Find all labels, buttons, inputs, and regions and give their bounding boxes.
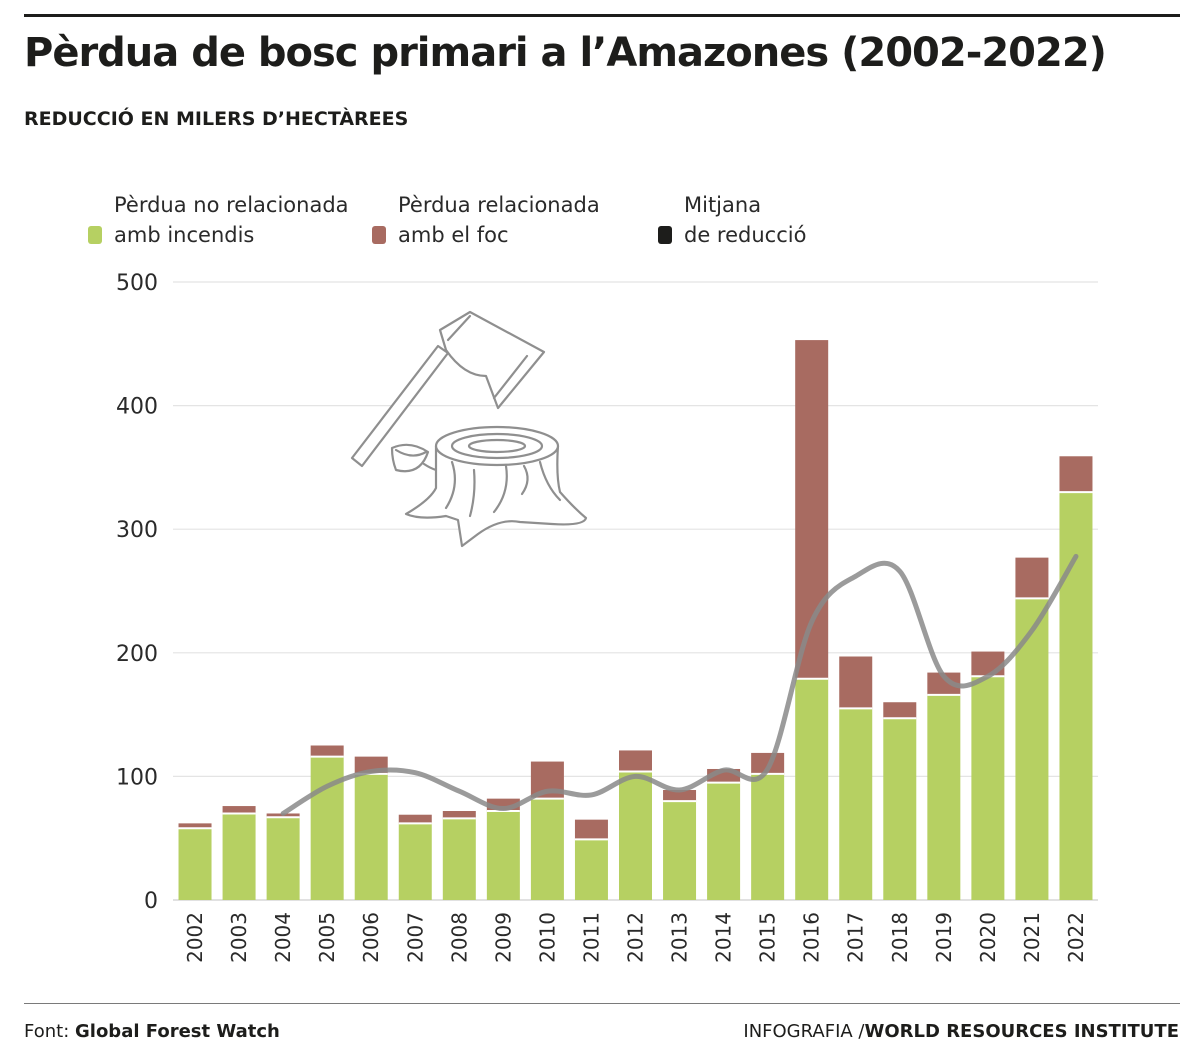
legend-item-average: Mitjana de reducció — [658, 190, 806, 250]
legend-swatch-green — [88, 226, 102, 244]
x-tick-label: 2004 — [271, 912, 295, 963]
bar-no-fire — [707, 782, 741, 900]
bar-no-fire — [839, 708, 873, 900]
x-tick-label: 2006 — [359, 912, 383, 963]
x-tick-label: 2018 — [888, 912, 912, 963]
legend-swatch-red — [372, 226, 386, 244]
bar-no-fire — [663, 801, 697, 900]
bottom-rule — [24, 1003, 1180, 1004]
legend-label-line2: amb el foc — [398, 223, 509, 247]
bar-fire — [619, 750, 652, 772]
x-tick-label: 2020 — [976, 912, 1000, 963]
bar-no-fire — [795, 678, 829, 900]
chart-area: 0 100 200 300 400 500 2002 2003 2004 2005 2006 2007… — [116, 271, 1098, 963]
source-label: Font: — [24, 1021, 70, 1042]
x-tick-label: 2015 — [756, 912, 780, 963]
legend-label-line1: Pèrdua no relacionada — [114, 193, 349, 217]
x-tick-label: 2002 — [183, 912, 207, 963]
x-tick-label: 2003 — [227, 912, 251, 963]
bar-fire — [442, 811, 476, 819]
legend-label-line1: Mitjana — [684, 193, 762, 217]
x-tick-label: 2013 — [668, 912, 692, 963]
axe-and-tree-stump-icon — [350, 310, 588, 548]
bar-no-fire — [310, 756, 344, 900]
bar-no-fire — [574, 839, 608, 900]
x-tick-label: 2016 — [800, 912, 824, 963]
bar-fire — [927, 672, 961, 695]
bar-fire — [883, 702, 917, 719]
bar-no-fire — [971, 676, 1005, 900]
x-tick-label: 2022 — [1064, 912, 1088, 963]
legend-item-fire: Pèrdua relacionada amb el foc — [372, 190, 600, 250]
bar-fire — [839, 656, 873, 709]
x-tick-label: 2011 — [579, 912, 603, 963]
bar-no-fire — [751, 773, 785, 900]
x-tick-label: 2021 — [1020, 912, 1044, 963]
average-line — [280, 553, 1079, 816]
bar-no-fire — [398, 823, 432, 900]
bar-no-fire — [530, 798, 564, 900]
bar-fire — [178, 823, 212, 829]
legend-label-line1: Pèrdua relacionada — [398, 193, 600, 217]
y-tick-label: 200 — [116, 642, 158, 667]
x-tick-label: 2010 — [535, 912, 559, 963]
legend-item-no-fire: Pèrdua no relacionada amb incendis — [88, 190, 349, 250]
y-tick-label: 300 — [116, 518, 158, 543]
x-tick-label: 2012 — [624, 912, 648, 963]
bar-no-fire — [266, 817, 300, 900]
bar-fire — [222, 806, 256, 814]
source-name: Global Forest Watch — [75, 1021, 280, 1042]
y-tick-label: 400 — [116, 395, 158, 420]
bar-no-fire — [883, 718, 917, 900]
bar-fire — [574, 819, 608, 840]
credit-label: INFOGRAFIA / — [743, 1021, 865, 1042]
chart-subtitle: REDUCCIÓ EN MILERS D’HECTÀREES — [24, 108, 409, 130]
bar-no-fire — [178, 828, 212, 900]
bar-no-fire — [927, 694, 961, 900]
chart-title: Pèrdua de bosc primari a l’Amazones (200… — [24, 30, 1107, 76]
label-layer: 0 100 200 300 400 500 2002 2003 2004 2005 2006 2007… — [116, 271, 1088, 963]
bar-fire — [663, 789, 697, 802]
bar-fire — [1015, 557, 1049, 599]
legend-label-line2: amb incendis — [114, 223, 255, 247]
x-tick-label: 2017 — [844, 912, 868, 963]
legend-swatch-black — [658, 226, 672, 244]
line-layer — [280, 553, 1079, 816]
bar-no-fire — [354, 773, 388, 900]
credit-note: INFOGRAFIA /WORLD RESOURCES INSTITUTE — [743, 1021, 1179, 1042]
bar-fire — [971, 651, 1005, 677]
y-tick-label: 0 — [144, 889, 158, 914]
y-tick-label: 500 — [116, 271, 158, 296]
bar-no-fire — [486, 811, 520, 900]
legend-label-line2: de reducció — [684, 223, 807, 247]
bar-no-fire — [442, 818, 476, 900]
bar-no-fire — [222, 813, 256, 900]
x-tick-label: 2009 — [491, 912, 515, 963]
x-tick-label: 2005 — [315, 912, 339, 963]
bar-fire — [310, 745, 344, 757]
bar-fire — [751, 752, 785, 774]
bar-fire — [1059, 456, 1093, 493]
x-tick-label: 2019 — [932, 912, 956, 963]
bar-no-fire — [619, 771, 652, 900]
bar-fire — [398, 814, 432, 824]
x-tick-label: 2014 — [712, 912, 736, 963]
x-tick-label: 2007 — [403, 912, 427, 963]
source-note: Font: Global Forest Watch — [24, 1021, 280, 1042]
top-rule — [24, 14, 1180, 17]
y-tick-label: 100 — [116, 765, 158, 790]
x-tick-label: 2008 — [447, 912, 471, 963]
bar-no-fire — [1059, 492, 1093, 900]
credit-name: WORLD RESOURCES INSTITUTE — [864, 1021, 1180, 1042]
bar-layer — [178, 340, 1093, 900]
